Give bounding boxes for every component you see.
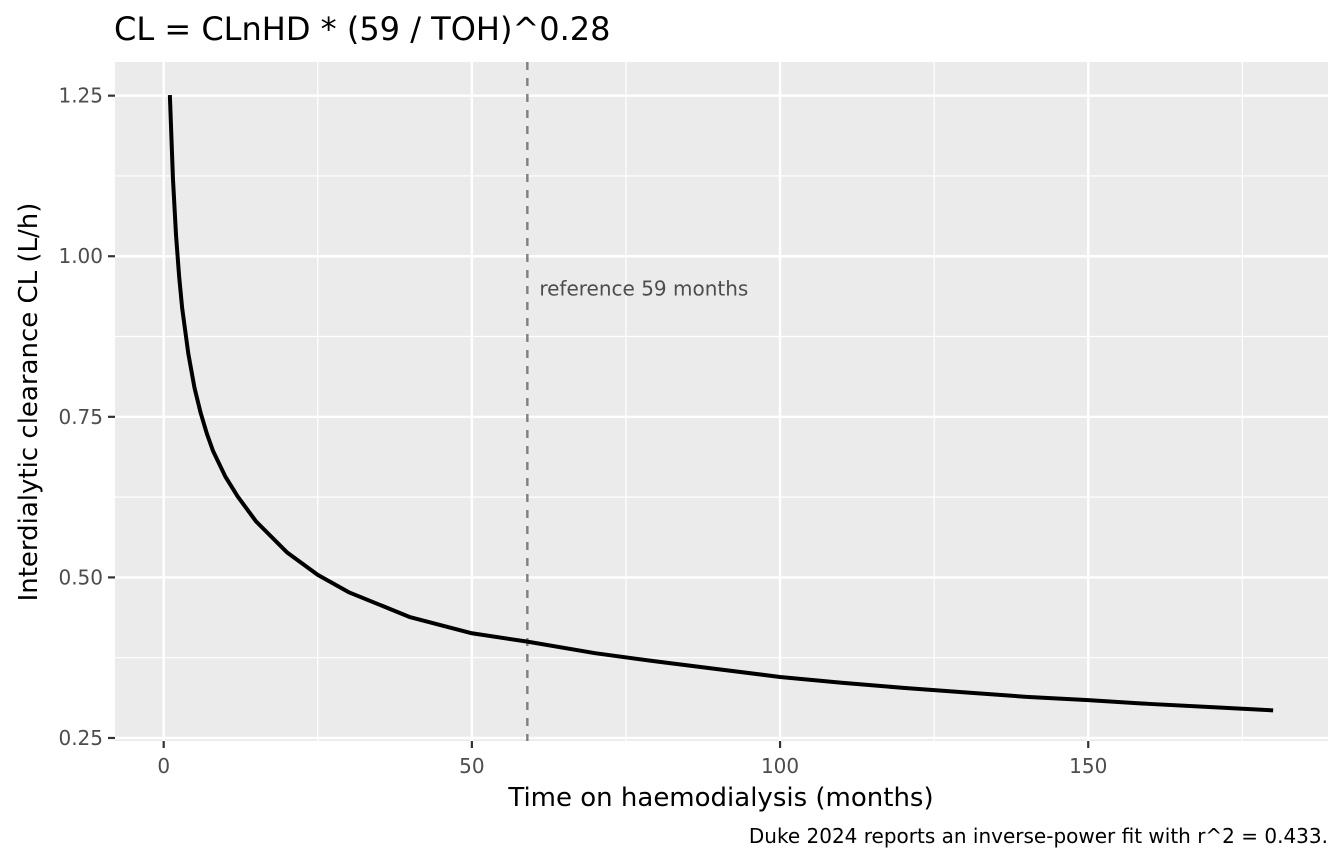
reference-line-label: reference 59 months (539, 276, 748, 300)
y-tick-label: 1.25 (58, 84, 103, 108)
x-axis: 0 50 100 150 (157, 741, 1107, 778)
x-tick-label: 100 (761, 754, 799, 778)
chart-caption: Duke 2024 reports an inverse-power fit w… (749, 824, 1328, 848)
x-tick-label: 150 (1069, 754, 1107, 778)
gridlines (115, 62, 1328, 741)
y-tick-label: 1.00 (58, 244, 103, 268)
y-tick-label: 0.50 (58, 565, 103, 589)
x-tick-label: 0 (157, 754, 170, 778)
y-tick-label: 0.25 (58, 726, 103, 750)
x-axis-title: Time on haemodialysis (months) (507, 783, 933, 813)
reference-line-group: reference 59 months (526, 62, 748, 741)
x-tick-label: 50 (459, 754, 484, 778)
y-tick-label: 0.75 (58, 405, 103, 429)
chart-title: CL = CLnHD * (59 / TOH)^0.28 (114, 10, 611, 48)
y-axis: 0.25 0.50 0.75 1.00 1.25 (58, 84, 115, 750)
y-axis-title: Interdialytic clearance CL (L/h) (14, 203, 44, 602)
plot-panel (115, 62, 1328, 741)
series-group (167, 94, 1274, 713)
series-line-1 (167, 94, 1274, 713)
